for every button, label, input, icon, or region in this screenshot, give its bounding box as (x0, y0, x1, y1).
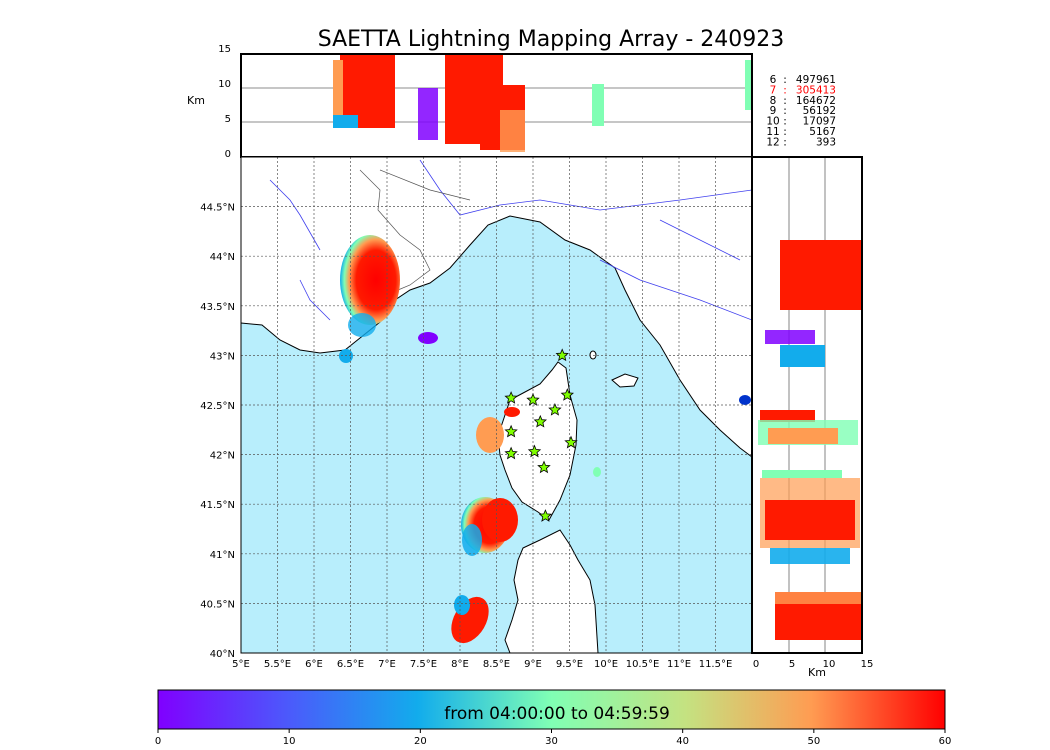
legend-station: 6 (770, 74, 777, 86)
map-graticule (241, 157, 752, 653)
legend-separator: : (783, 136, 787, 148)
ytick-label: 10 (218, 79, 231, 90)
storm-column-4 (592, 84, 604, 126)
longitude-label: 9.5°E (556, 659, 583, 670)
ytick-label: 15 (218, 44, 231, 55)
ytick-label: 0 (225, 149, 231, 160)
legend-separator: : (783, 74, 787, 86)
legend-separator: : (783, 95, 787, 107)
legend-count: 164672 (796, 95, 836, 107)
lightning-sources (339, 235, 601, 644)
legend-station: 8 (770, 95, 777, 107)
station-star-icon (504, 424, 518, 438)
xtick-label: 15 (861, 659, 874, 670)
longitude-label: 10°E (594, 659, 618, 670)
storm-profile-1 (780, 240, 862, 310)
legend-count: 5167 (809, 126, 836, 138)
xtick-label: 0 (753, 659, 759, 670)
top-panel-yticks: 15 10 5 0 (218, 44, 231, 160)
right-panel-xticks: 0 5 10 15 (753, 659, 874, 670)
colorbar-ticks: 0 10 20 30 40 50 60 (155, 729, 952, 747)
legend-station: 9 (770, 105, 777, 117)
station-star-icon (564, 435, 578, 449)
legend-count: 497961 (796, 74, 836, 86)
longitude-label: 8°E (451, 659, 469, 670)
latitude-label: 43.5°N (200, 302, 235, 313)
longitude-label: 5°E (232, 659, 250, 670)
colorbar-tick-label: 30 (545, 736, 558, 747)
altitude-longitude-panel (240, 53, 753, 158)
station-star-icon (537, 460, 551, 474)
station-count-legend: 6:4979617:3054138:1646729:5619210:170971… (766, 74, 836, 148)
station-star-icon (533, 414, 547, 428)
station-star-icon (548, 402, 562, 416)
legend-station: 11 (766, 126, 779, 138)
legend-count: 393 (816, 136, 836, 148)
time-colorbar: from 04:00:00 to 04:59:59 0 10 20 30 40 50 60 (155, 689, 952, 747)
latitude-label: 40°N (210, 649, 235, 660)
longitude-label: 11°E (667, 659, 691, 670)
legend-separator: : (783, 105, 787, 117)
longitude-label: 11.5°E (699, 659, 733, 670)
latitude-label: 44.5°N (200, 203, 235, 214)
longitude-label: 10.5°E (626, 659, 660, 670)
station-star-icon (526, 392, 540, 406)
longitude-labels: 5°E 5.5°E 6°E 6.5°E 7°E 7.5°E 8°E 8.5°E 9°E 9.5°E… (232, 659, 732, 670)
latitude-label: 42.5°N (200, 401, 235, 412)
legend-count: 17097 (803, 116, 836, 128)
top-panel-ylabel: Km (187, 94, 205, 107)
colorbar-tick-label: 0 (155, 736, 161, 747)
longitude-label: 6.5°E (337, 659, 364, 670)
altitude-latitude-panel (751, 156, 863, 654)
lma-stations (504, 348, 578, 522)
longitude-label: 9°E (524, 659, 542, 670)
station-star-icon (527, 444, 542, 458)
xtick-label: 10 (823, 659, 836, 670)
colorbar-tick-label: 40 (676, 736, 689, 747)
station-star-icon (560, 388, 574, 401)
legend-separator: : (783, 116, 787, 128)
station-star-icon (538, 509, 553, 522)
map-panel (240, 156, 753, 654)
legend-count: 56192 (803, 105, 836, 117)
legend-count: 305413 (796, 84, 836, 96)
station-star-icon (504, 446, 518, 460)
colorbar-tick-label: 10 (283, 736, 296, 747)
legend-separator: : (783, 126, 787, 138)
ytick-label: 5 (225, 114, 231, 125)
longitude-label: 7°E (378, 659, 396, 670)
longitude-label: 5.5°E (264, 659, 291, 670)
right-panel-xlabel: Km (808, 666, 826, 679)
latitude-label: 44°N (210, 252, 235, 263)
latitude-label: 43°N (210, 351, 235, 362)
colorbar-tick-label: 20 (414, 736, 427, 747)
latitude-label: 42°N (210, 451, 235, 462)
corsica-island (497, 361, 578, 521)
borders (359, 169, 471, 291)
longitude-label: 8.5°E (483, 659, 510, 670)
station-star-icon (555, 348, 569, 362)
latitude-labels: 44.5°N 44°N 43.5°N 43°N 42.5°N 42°N 41.5°N 41°N… (200, 203, 235, 660)
xtick-label: 5 (789, 659, 795, 670)
colorbar-tick-label: 60 (939, 736, 952, 747)
longitude-label: 6°E (305, 659, 323, 670)
colorbar-label: from 04:00:00 to 04:59:59 (444, 704, 670, 724)
longitude-label: 7.5°E (410, 659, 437, 670)
sardinia-island (504, 529, 599, 653)
latitude-label: 40.5°N (200, 599, 235, 610)
figure-title: SAETTA Lightning Mapping Array - 240923 (318, 27, 785, 52)
colorbar-tick-label: 50 (807, 736, 820, 747)
latitude-label: 41°N (210, 550, 235, 561)
legend-station: 10 (766, 116, 779, 128)
storm-column-2 (418, 88, 438, 140)
rivers (269, 159, 752, 321)
station-star-icon (504, 391, 518, 404)
legend-station: 12 (766, 136, 779, 148)
latitude-label: 41.5°N (200, 500, 235, 511)
legend-station: 7 (770, 84, 777, 96)
legend-separator: : (783, 84, 787, 96)
